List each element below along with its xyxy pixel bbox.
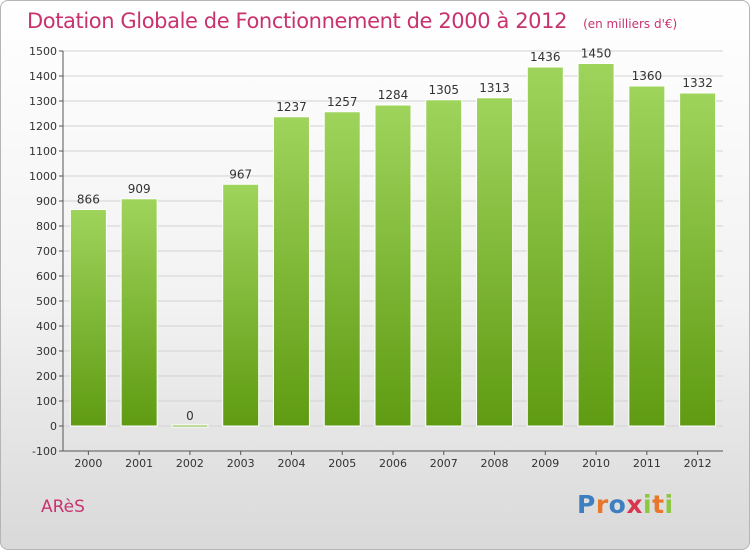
data-label: 1436 [530,50,561,64]
y-tick-label: 0 [50,420,57,433]
bar [171,424,209,428]
y-tick-label: 800 [36,220,57,233]
x-tick-label: 2001 [125,457,153,470]
chart-subtitle: (en milliers d'€) [583,17,678,31]
x-tick-label: 2006 [379,457,407,470]
data-label: 866 [77,193,100,207]
commune-name: ARèS [41,497,85,517]
bars [69,63,717,428]
y-tick-label: 900 [36,195,57,208]
bar [272,116,310,427]
x-tick-label: 2010 [582,457,610,470]
bar [69,209,107,427]
x-tick-label: 2005 [328,457,356,470]
data-label: 1450 [581,47,612,61]
bar [526,66,564,427]
labels: -100 0 100 200 300 400 500 600 700 800 900 1000 1100… [29,45,713,470]
x-tick-label: 2008 [481,457,509,470]
x-tick-label: 2012 [684,457,712,470]
data-label: 0 [186,409,194,423]
x-tick-label: 2003 [227,457,255,470]
chart-title-text: Dotation Globale de Fonctionnement de 20… [27,9,568,33]
data-label: 1332 [682,76,713,90]
y-tick-label: 1100 [29,145,57,158]
bar [323,111,361,427]
bar [577,63,615,427]
y-tick-label: 300 [36,345,57,358]
data-label: 967 [229,167,252,181]
y-tick-label: 1500 [29,45,57,58]
data-label: 1237 [276,100,307,114]
data-label: 1305 [428,83,459,97]
y-tick-label: 1000 [29,170,57,183]
y-tick-label: 500 [36,295,57,308]
bar [679,92,717,427]
data-label: 1313 [479,81,510,95]
y-tick-label: 200 [36,370,57,383]
y-tick-label: 400 [36,320,57,333]
data-label: 909 [128,182,151,196]
y-tick-label: 600 [36,270,57,283]
x-tick-label: 2004 [277,457,305,470]
data-label: 1257 [327,95,358,109]
axes [59,50,723,455]
bar [476,97,514,427]
bar [425,99,463,427]
y-tick-label: -100 [32,445,57,458]
chart-title: Dotation Globale de Fonctionnement de 20… [27,9,677,33]
bar [120,198,158,427]
y-tick-label: 1300 [29,95,57,108]
x-tick-label: 2007 [430,457,458,470]
x-tick-label: 2000 [74,457,102,470]
bar [222,183,260,427]
y-tick-label: 1200 [29,120,57,133]
proxiti-logo: Proxiti [577,490,674,519]
y-tick-label: 1400 [29,70,57,83]
bar [628,85,666,427]
x-tick-label: 2009 [531,457,559,470]
y-tick-label: 700 [36,245,57,258]
x-tick-label: 2002 [176,457,204,470]
data-label: 1284 [378,88,409,102]
x-tick-label: 2011 [633,457,661,470]
data-label: 1360 [632,69,663,83]
bar [374,104,412,427]
y-tick-label: 100 [36,395,57,408]
